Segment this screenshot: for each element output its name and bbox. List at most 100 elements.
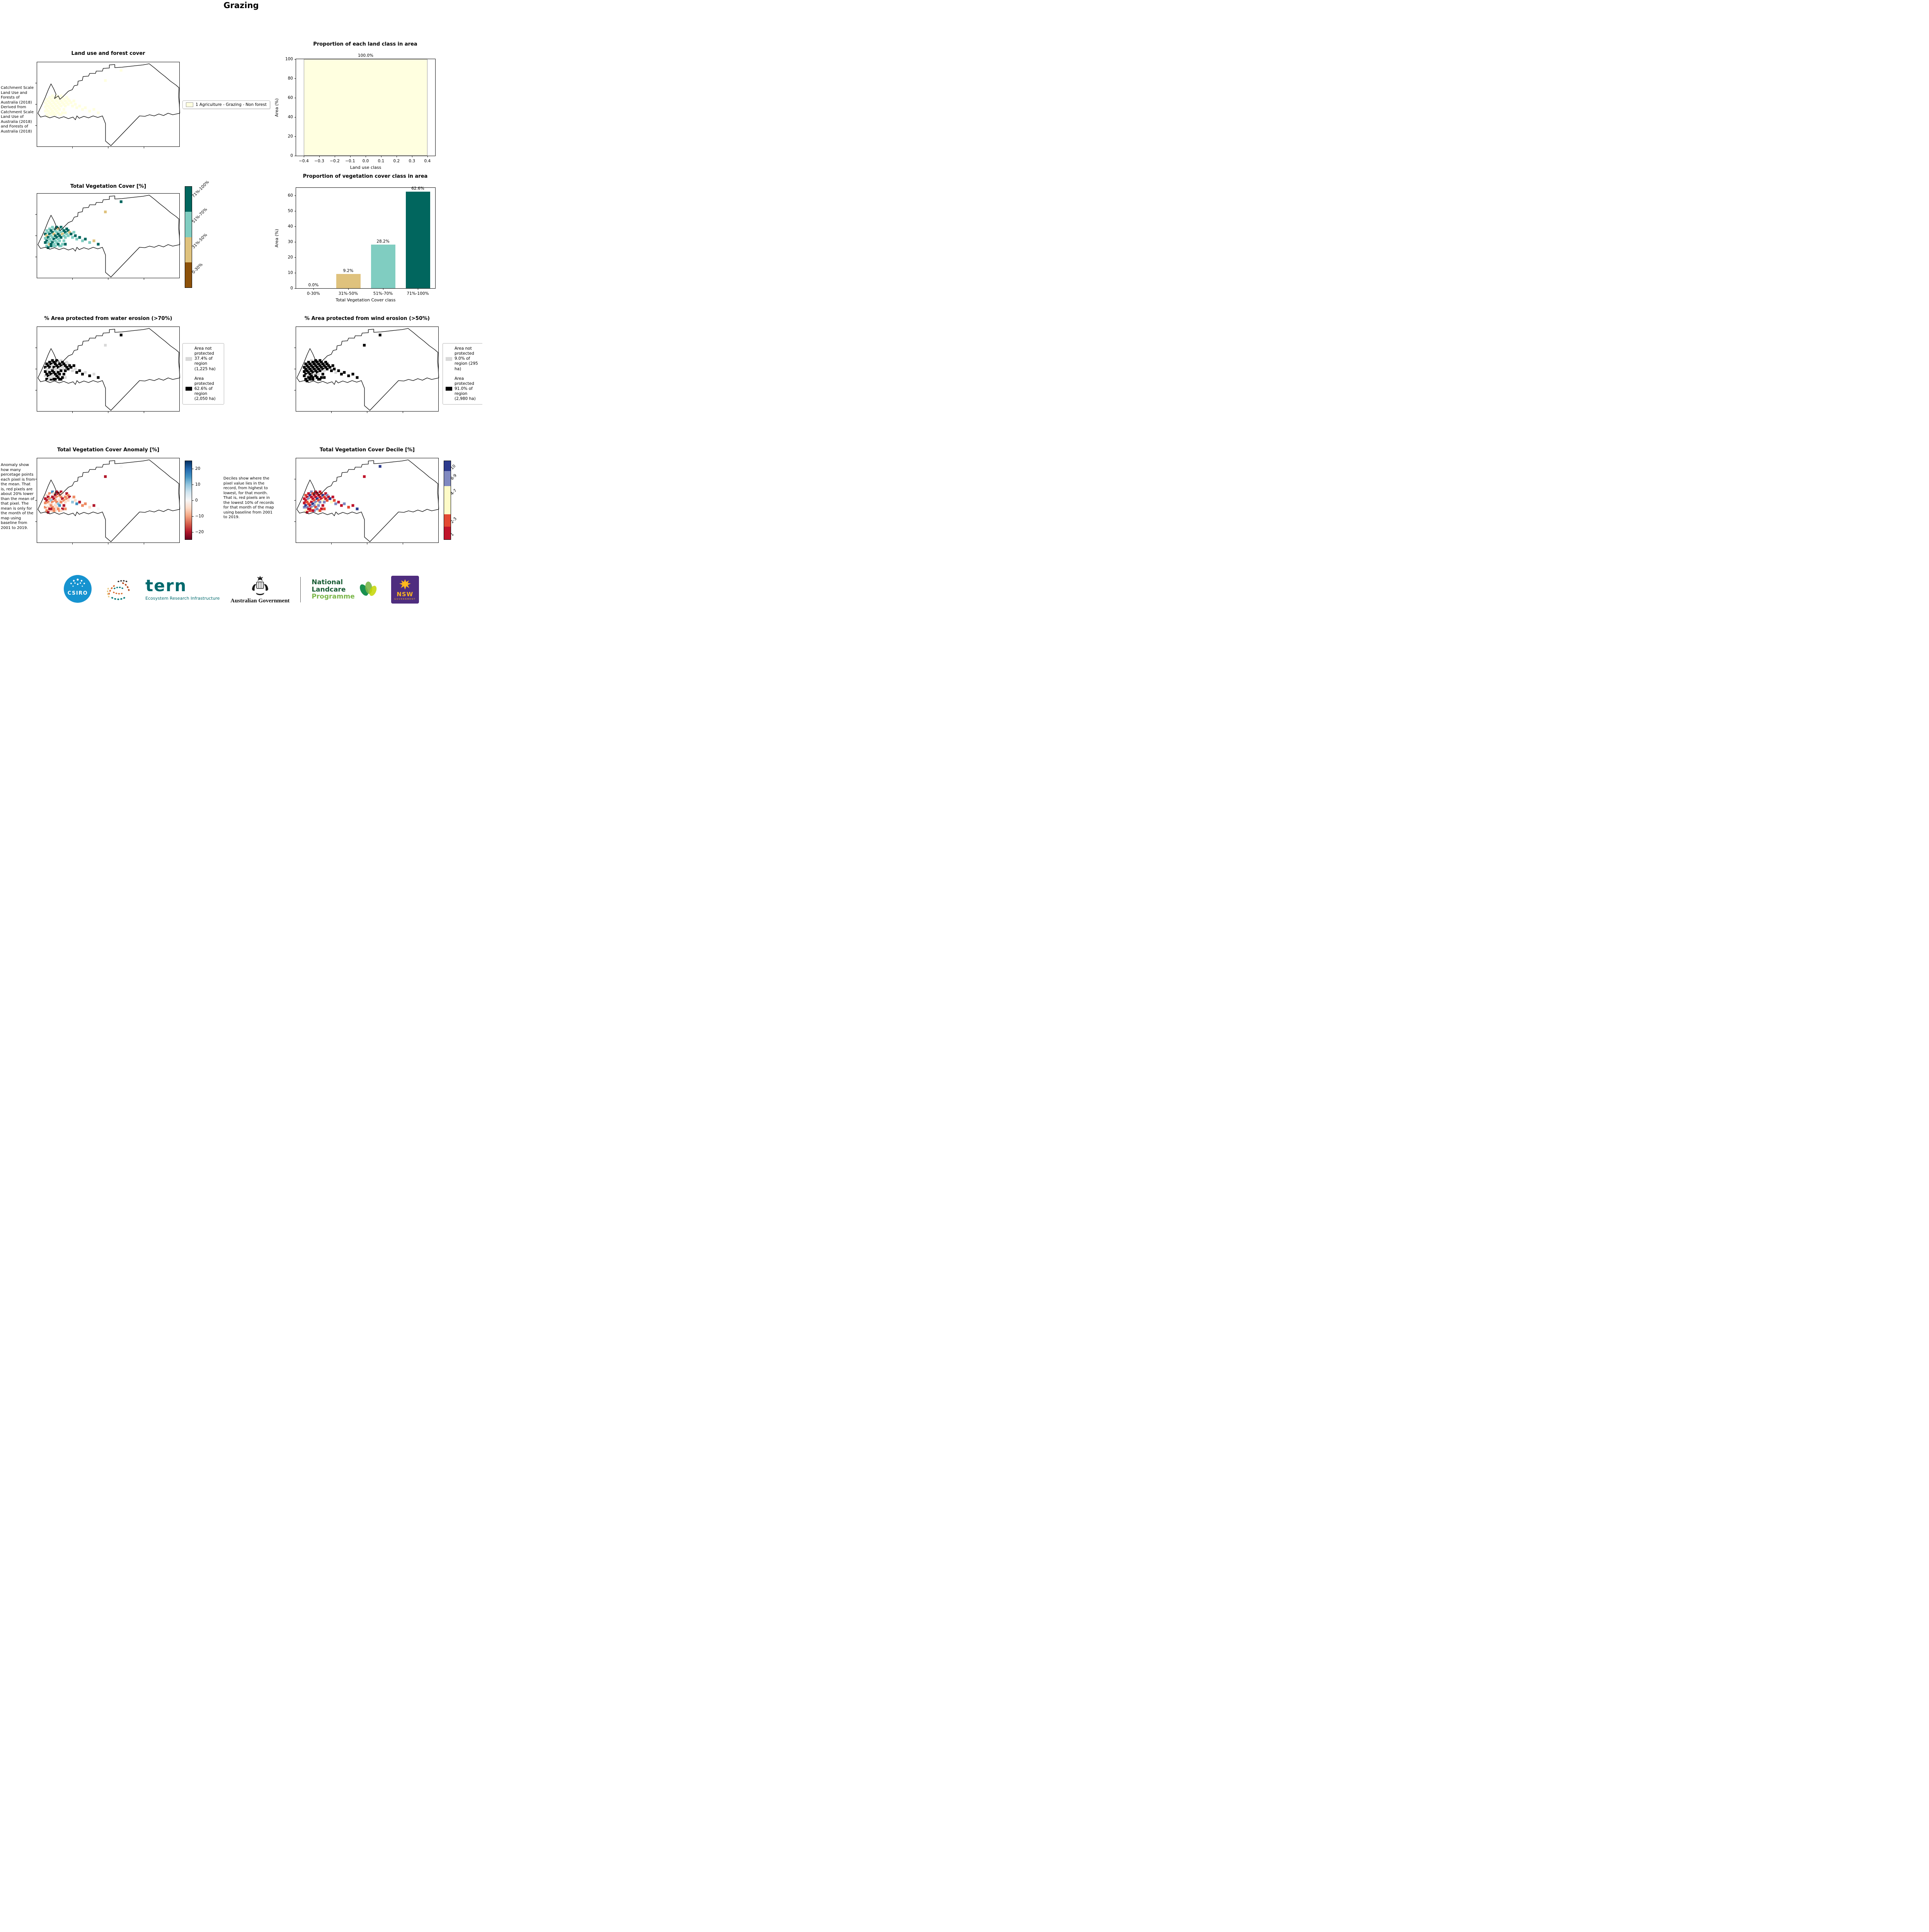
y-tick-label: 40 bbox=[288, 115, 293, 119]
bar-value-label: 100.0% bbox=[358, 53, 374, 58]
y-tick-label: 60 bbox=[288, 193, 293, 198]
y-tick-label: 0 bbox=[290, 286, 293, 291]
x-tick-mark bbox=[319, 156, 320, 157]
x-tick-label: 0.1 bbox=[378, 159, 385, 163]
y-tick-mark bbox=[295, 288, 296, 289]
not-protected-swatch bbox=[186, 357, 192, 361]
colorbar-tick-label: 20 bbox=[195, 466, 201, 471]
y-axis-label-text: Area (%) bbox=[274, 229, 279, 247]
landcare-line: Landcare bbox=[312, 585, 346, 594]
tern-wordmark: tern bbox=[145, 576, 187, 595]
land-use-map bbox=[35, 62, 180, 148]
landcare-leaves-icon bbox=[359, 582, 377, 596]
footer-logos: CSIRO tern Ecosystem Research Infrastruc… bbox=[0, 575, 482, 605]
bar-veg-class bbox=[405, 191, 430, 288]
x-tick-mark bbox=[348, 288, 349, 290]
x-tick-label: 0-30% bbox=[307, 291, 320, 296]
x-tick-label: 0.4 bbox=[424, 159, 431, 163]
x-axis-label: Total Vegetation Cover class bbox=[335, 298, 396, 303]
colorbar-segment bbox=[444, 514, 451, 527]
colorbar-segment bbox=[185, 187, 192, 212]
x-tick-mark bbox=[427, 156, 428, 157]
landcare-line: National bbox=[312, 578, 343, 587]
y-axis-label: Area (%) bbox=[267, 59, 286, 156]
csiro-label: CSIRO bbox=[68, 590, 88, 596]
y-tick-mark bbox=[295, 136, 296, 137]
colorbar-label: 31%-50% bbox=[191, 232, 208, 250]
nsw-label: NSW bbox=[397, 591, 414, 598]
anomaly-note: Anomaly show how many percetage points e… bbox=[1, 463, 35, 530]
indigenous-art-icon bbox=[107, 580, 130, 600]
national-landcare-logo: National Landcare Programme bbox=[312, 578, 380, 601]
map-canvas bbox=[294, 458, 439, 544]
tern-logo: tern Ecosystem Research Infrastructure bbox=[145, 578, 220, 601]
bar-value-label: 62.6% bbox=[411, 186, 424, 191]
veg-class-bar-chart: Area (%) Total Vegetation Cover class 0 1… bbox=[274, 186, 436, 303]
decile-colorbar bbox=[444, 461, 451, 540]
colorbar-segment bbox=[444, 527, 451, 539]
land-class-bar-chart: Area (%) Land use class 0 20 40 60 80 100 −0.4… bbox=[274, 53, 436, 170]
colorbar-tick-mark bbox=[192, 500, 194, 501]
y-tick-label: 20 bbox=[288, 255, 293, 260]
x-tick-label: 0.3 bbox=[409, 159, 415, 163]
waratah-icon bbox=[399, 579, 411, 590]
protected-swatch bbox=[186, 387, 192, 391]
legend-label: 1 Agriculture - Grazing - Non forest bbox=[196, 102, 267, 107]
land-use-legend: 1 Agriculture - Grazing - Non forest bbox=[182, 100, 270, 109]
legend-label: Area protected 91.0% of region (2,980 ha… bbox=[455, 376, 476, 401]
bar-veg-class bbox=[336, 274, 361, 288]
x-tick-label: 0.0 bbox=[362, 159, 369, 163]
colorbar-segment bbox=[444, 486, 451, 515]
page-title: Grazing bbox=[223, 1, 259, 10]
y-tick-label: 10 bbox=[288, 270, 293, 275]
y-tick-label: 40 bbox=[288, 224, 293, 229]
colorbar-label: 51%-70% bbox=[191, 207, 208, 224]
y-tick-label: 80 bbox=[288, 76, 293, 81]
x-tick-label: 0.2 bbox=[393, 159, 400, 163]
nsw-government-logo: NSW GOVERNMENT bbox=[391, 576, 419, 604]
veg-class-chart-title: Proportion of vegetation cover class in … bbox=[303, 173, 428, 179]
landcare-line: Programme bbox=[312, 593, 355, 601]
colorbar-segment bbox=[444, 471, 451, 486]
water-erosion-map bbox=[35, 327, 180, 413]
x-tick-label: −0.4 bbox=[299, 159, 309, 163]
map-canvas bbox=[294, 327, 439, 413]
australian-government-label: Australian Government bbox=[230, 597, 290, 604]
y-tick-mark bbox=[295, 78, 296, 79]
y-axis-label: Area (%) bbox=[267, 188, 286, 288]
bar-value-label: 0.0% bbox=[308, 283, 319, 287]
colorbar-segment bbox=[444, 461, 451, 471]
bar-land-class bbox=[304, 59, 427, 156]
y-tick-label: 60 bbox=[288, 95, 293, 100]
legend-item-protected: Area protected 62.6% of region (2,050 ha… bbox=[186, 376, 221, 402]
veg-cover-map bbox=[35, 193, 180, 280]
wind-erosion-legend: Area not protected 9.0% of region (295 h… bbox=[443, 343, 482, 405]
anomaly-map bbox=[35, 458, 180, 544]
landcare-wordmark: National Landcare Programme bbox=[312, 579, 355, 600]
bar-value-label: 28.2% bbox=[376, 239, 390, 244]
coat-of-arms-icon bbox=[252, 575, 268, 595]
x-tick-label: 71%-100% bbox=[407, 291, 429, 296]
map-canvas bbox=[35, 327, 180, 413]
footer-divider bbox=[300, 577, 301, 602]
x-tick-label: −0.1 bbox=[345, 159, 355, 163]
veg-cover-colorbar bbox=[185, 186, 192, 288]
y-tick-label: 20 bbox=[288, 134, 293, 139]
not-protected-swatch bbox=[446, 357, 452, 361]
x-tick-label: −0.3 bbox=[314, 159, 324, 163]
legend-label: Area not protected 37.4% of region (1,22… bbox=[194, 346, 216, 371]
report-page: Grazing Land use and forest cover Catchm… bbox=[0, 0, 482, 617]
land-class-chart-title: Proportion of each land class in area bbox=[313, 41, 417, 47]
land-use-source-note: Catchment Scale Land Use and Forests of … bbox=[1, 86, 34, 134]
land-use-map-title: Land use and forest cover bbox=[71, 51, 145, 56]
colorbar-segment bbox=[185, 262, 192, 287]
australian-government-logo: Australian Government bbox=[230, 575, 289, 604]
csiro-emblem-icon: CSIRO bbox=[64, 575, 92, 603]
colorbar-tick-label: 0 bbox=[195, 498, 198, 503]
colorbar-segment bbox=[185, 212, 192, 237]
bar-veg-class bbox=[371, 245, 395, 288]
colorbar-tick-label: 10 bbox=[195, 482, 201, 487]
water-erosion-map-title: % Area protected from water erosion (>70… bbox=[44, 316, 172, 321]
csiro-logo: CSIRO bbox=[63, 575, 92, 605]
colorbar-label: 0-30% bbox=[191, 262, 204, 275]
